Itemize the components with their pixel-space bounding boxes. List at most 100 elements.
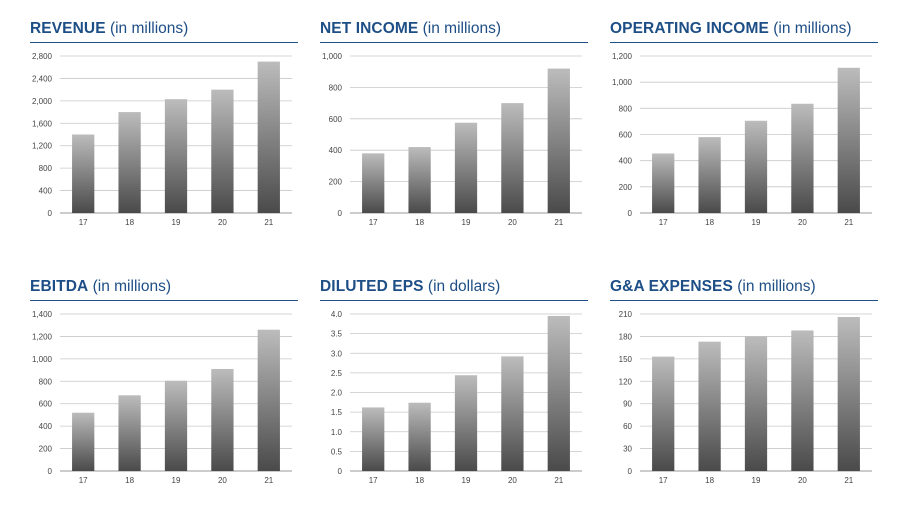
x-tick-label: 19	[752, 218, 761, 227]
x-tick-label: 21	[844, 218, 853, 227]
y-tick-label: 2.0	[331, 389, 343, 398]
ebitda-bar-chart: 0 200 400 600 800 1,000 1,200 1,400 17 18 19 20 21	[32, 310, 292, 485]
y-tick-label: 200	[329, 178, 343, 187]
bar	[547, 315, 570, 471]
bar	[547, 68, 570, 213]
bar	[744, 336, 768, 471]
y-tick-label: 2,000	[32, 97, 53, 106]
y-tick-label: 3.5	[331, 330, 343, 339]
bar	[652, 356, 675, 471]
x-tick-label: 20	[508, 476, 517, 485]
y-tick-label: 1.0	[331, 428, 343, 437]
y-tick-label: 800	[39, 164, 53, 173]
bar	[454, 122, 478, 213]
y-tick-label: 120	[619, 377, 633, 386]
y-tick-label: 1,000	[612, 78, 633, 87]
ga-expenses-chart-panel: G&A EXPENSES (in millions) 0 30 60 90 120 150…	[610, 278, 880, 508]
chart-title-unit: (in millions)	[92, 278, 171, 295]
x-tick-label: 17	[369, 476, 378, 485]
x-tick-label: 18	[125, 218, 134, 227]
chart-title-unit: (in millions)	[109, 20, 189, 37]
y-tick-label: 0	[628, 209, 633, 218]
y-tick-label: 1,200	[32, 142, 53, 151]
y-tick-label: 600	[619, 131, 633, 140]
bar	[257, 329, 280, 471]
x-tick-label: 20	[798, 218, 807, 227]
bar	[837, 67, 860, 214]
y-tick-label: 0	[48, 467, 53, 476]
bar	[698, 137, 721, 213]
chart-title-unit: (in millions)	[422, 20, 501, 37]
bar	[501, 356, 524, 471]
y-tick-label: 30	[623, 445, 632, 454]
y-tick-label: 0	[628, 467, 633, 476]
ebitda-chart-panel: EBITDA (in millions) 0 200 400 600 800 1,000 1…	[30, 278, 300, 508]
x-tick-label: 21	[554, 476, 563, 485]
bar	[118, 395, 141, 471]
y-tick-label: 90	[623, 400, 632, 409]
y-tick-label: 200	[619, 183, 633, 192]
x-tick-label: 18	[705, 218, 714, 227]
y-tick-label: 60	[623, 422, 632, 431]
operating-income-chart-panel: OPERATING INCOME (in millions) 0 200 400 60…	[610, 20, 880, 250]
chart-title-main: G&A EXPENSES	[610, 278, 733, 295]
bar	[257, 61, 280, 213]
y-tick-label: 210	[619, 310, 633, 319]
x-tick-label: 20	[508, 218, 517, 227]
x-tick-label: 18	[705, 476, 714, 485]
y-tick-label: 0.5	[331, 447, 343, 456]
bar	[362, 153, 385, 213]
y-tick-label: 3.0	[331, 349, 343, 358]
operating-income-bar-chart: 0 200 400 600 800 1,000 1,200 17 18 19 20 21	[612, 52, 872, 227]
y-tick-label: 1,200	[32, 332, 53, 341]
x-tick-label: 19	[462, 476, 471, 485]
chart-title-main: EBITDA	[30, 278, 89, 295]
bar	[408, 402, 431, 471]
net-income-bar-chart: 0 200 400 600 800 1,000 17 18 19 20 21	[322, 52, 582, 227]
bar	[454, 375, 478, 471]
diluted-eps-chart-title: DILUTED EPS (in dollars)	[320, 278, 588, 301]
y-tick-label: 2,400	[32, 74, 53, 83]
y-tick-label: 1,000	[322, 52, 343, 61]
x-tick-label: 19	[462, 218, 471, 227]
bar	[118, 112, 141, 213]
y-tick-label: 1,200	[612, 52, 633, 61]
y-tick-label: 800	[329, 83, 343, 92]
chart-title-unit: (in millions)	[773, 20, 852, 37]
y-tick-label: 150	[619, 355, 633, 364]
bar	[744, 120, 768, 213]
y-tick-label: 600	[329, 115, 343, 124]
y-tick-label: 400	[39, 187, 53, 196]
chart-title-unit: (in dollars)	[427, 278, 501, 295]
y-tick-label: 180	[619, 332, 633, 341]
bar	[408, 147, 431, 213]
x-tick-label: 21	[264, 218, 273, 227]
diluted-eps-chart-panel: DILUTED EPS (in dollars) 0 0.5 1.0 1.5 2.0 2.…	[320, 278, 590, 508]
bar	[501, 103, 524, 213]
y-tick-label: 1.5	[331, 408, 343, 417]
revenue-chart-panel: REVENUE (in millions) 0 400 800 1,200 1,600 2…	[30, 20, 300, 250]
net-income-chart-panel: NET INCOME (in millions) 0 200 400 600 800 1,…	[320, 20, 590, 250]
chart-title-main: REVENUE	[30, 20, 106, 37]
x-tick-label: 17	[659, 218, 668, 227]
chart-title-main: OPERATING INCOME	[610, 20, 769, 37]
y-tick-label: 1,400	[32, 310, 53, 319]
bar	[211, 368, 234, 471]
x-tick-label: 18	[125, 476, 134, 485]
bar	[362, 407, 385, 471]
x-tick-label: 19	[172, 218, 181, 227]
x-tick-label: 20	[218, 218, 227, 227]
y-tick-label: 0	[338, 209, 343, 218]
operating-income-chart-title: OPERATING INCOME (in millions)	[610, 20, 878, 43]
ga-expenses-chart-title: G&A EXPENSES (in millions)	[610, 278, 878, 301]
bar	[211, 89, 234, 213]
x-tick-label: 21	[264, 476, 273, 485]
revenue-bar-chart: 0 400 800 1,200 1,600 2,000 2,400 2,800 17 18 19 20…	[32, 52, 292, 227]
bar	[698, 341, 721, 471]
x-tick-label: 19	[752, 476, 761, 485]
y-tick-label: 200	[39, 445, 53, 454]
bar	[791, 330, 814, 471]
bar	[791, 103, 814, 213]
y-tick-label: 1,000	[32, 355, 53, 364]
diluted-eps-bar-chart: 0 0.5 1.0 1.5 2.0 2.5 3.0 3.5 4.0 17 18 19 20 21	[331, 310, 582, 485]
